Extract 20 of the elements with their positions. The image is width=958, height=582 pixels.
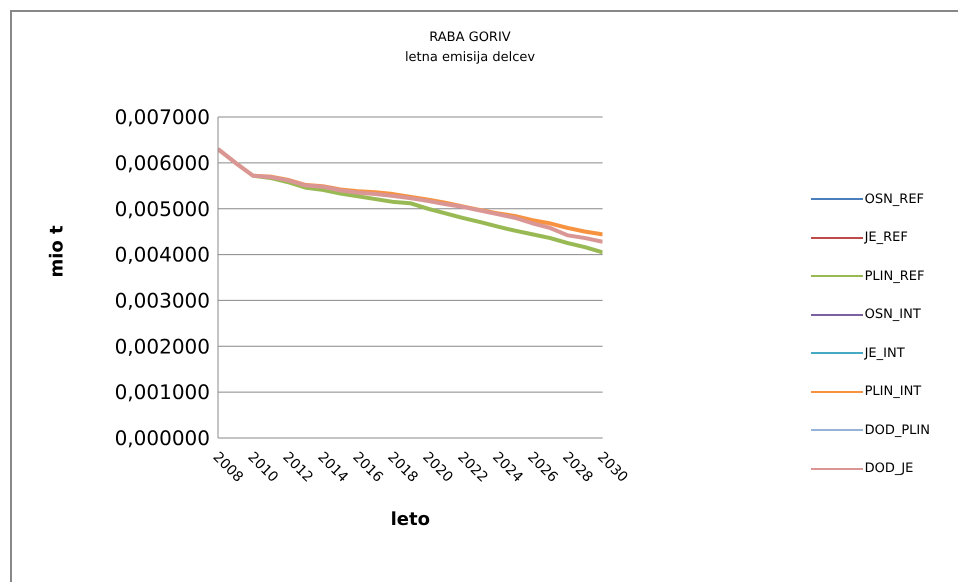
legend-label: PLIN_INT — [864, 384, 922, 400]
y-tick-label: 0,003000 — [114, 288, 210, 313]
legend-label: OSN_INT — [864, 307, 921, 322]
y-tick-label: 0,004000 — [114, 242, 210, 267]
legend-label: DOD_PLIN — [864, 422, 930, 438]
y-tick-label: 0,002000 — [114, 334, 210, 358]
chart-title: RABA GORIV — [428, 29, 512, 47]
x-axis-title: leto — [390, 509, 430, 530]
legend-label: PLIN_REF — [864, 268, 924, 284]
y-tick-label: 0,007000 — [114, 105, 210, 130]
legend-label: JE_INT — [864, 346, 905, 361]
y-axis-title: mio t — [46, 224, 68, 278]
legend-label: DOD_JE — [864, 461, 914, 476]
y-tick-label: 0,006000 — [114, 150, 210, 175]
legend-label: JE_REF — [864, 230, 908, 246]
chart-subtitle: letna emisija delcev — [404, 49, 536, 67]
y-tick-label: 0,001000 — [114, 380, 210, 404]
y-tick-label: 0,000000 — [114, 426, 210, 450]
y-tick-label: 0,005000 — [114, 196, 210, 221]
legend-label: OSN_REF — [864, 192, 924, 207]
